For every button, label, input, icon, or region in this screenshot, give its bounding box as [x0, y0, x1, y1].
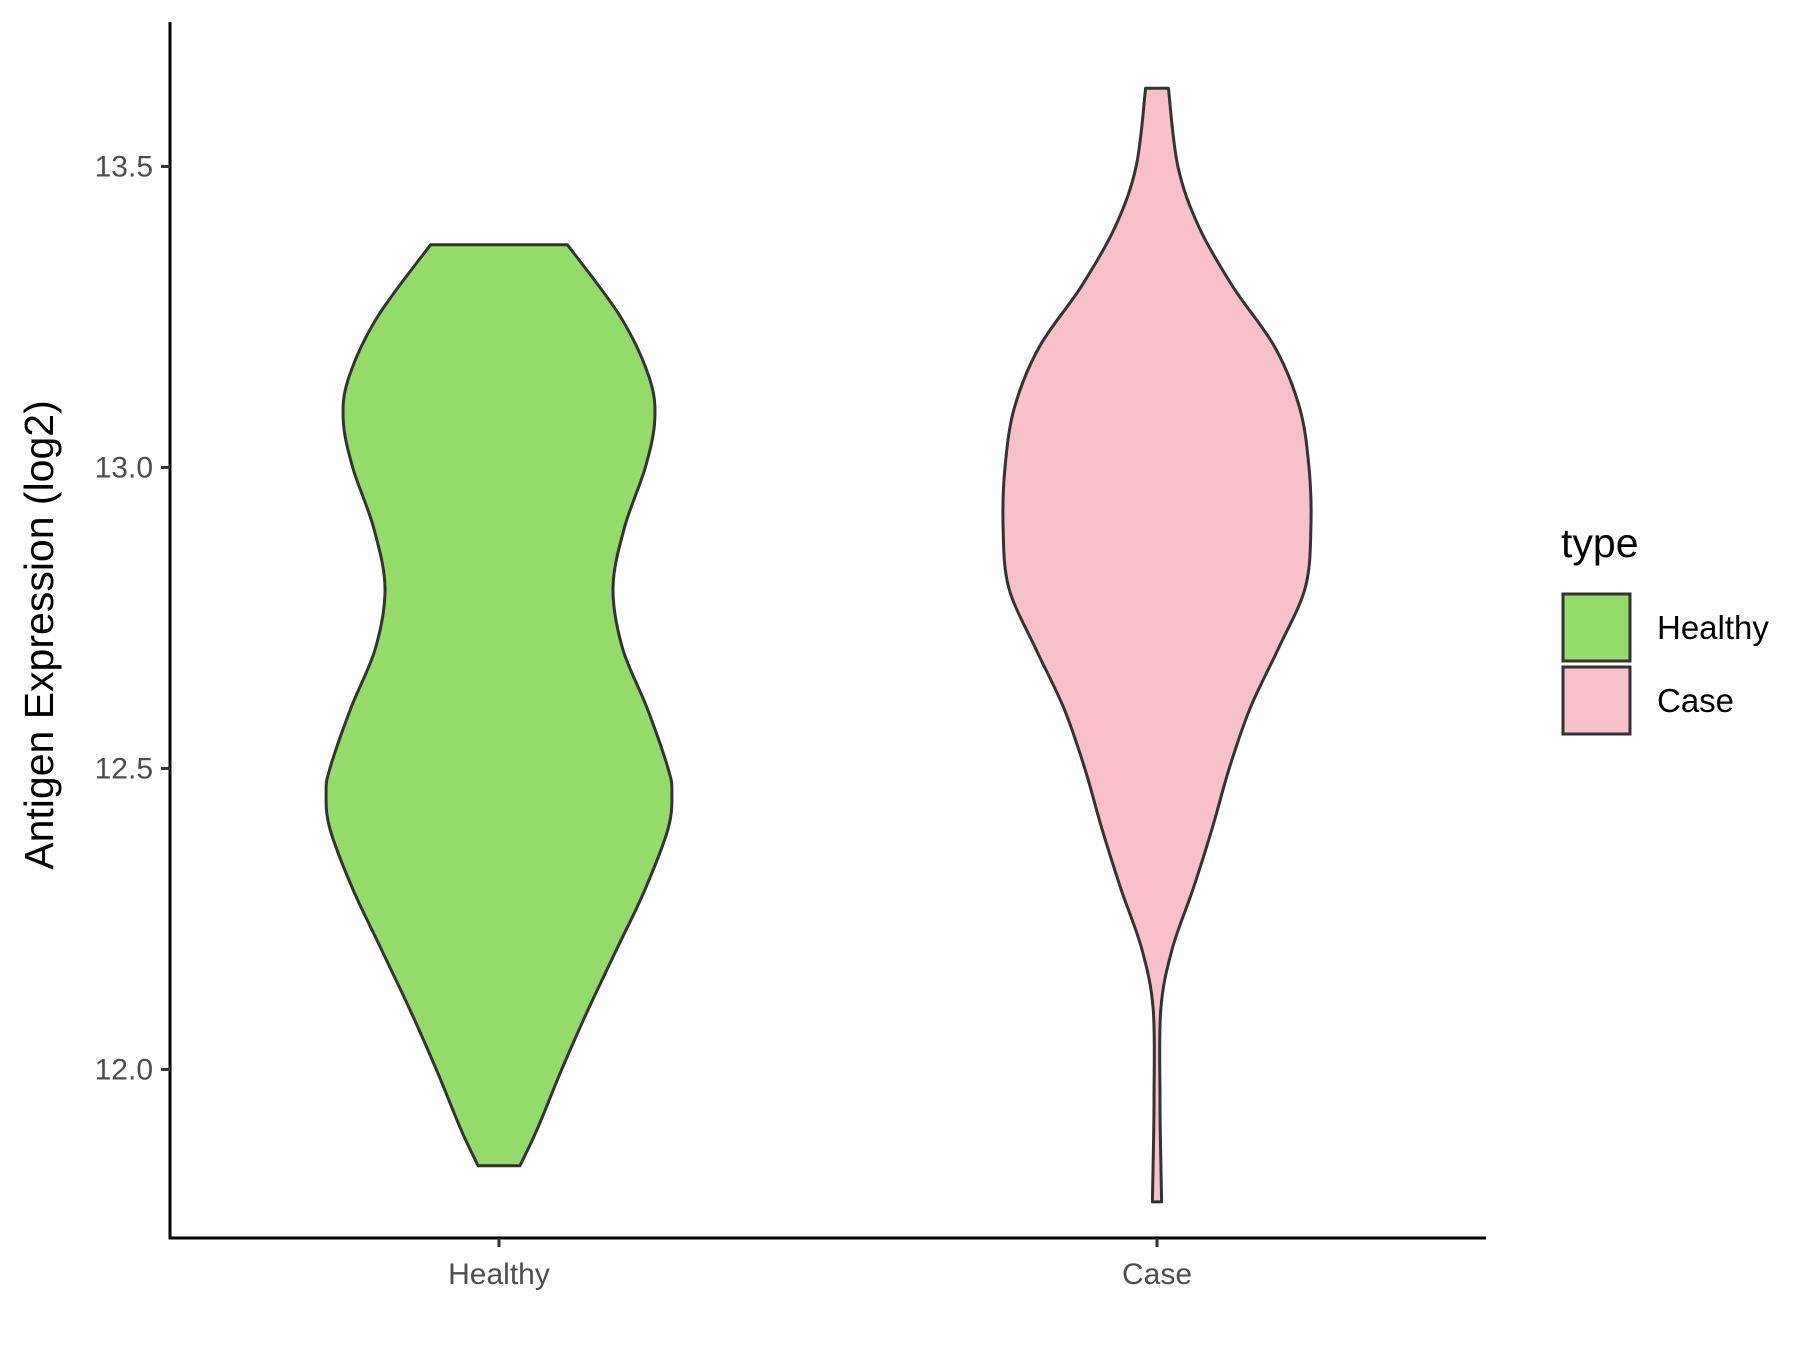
violin-group	[324, 86, 1313, 1204]
y-tick-label: 12.5	[95, 752, 153, 785]
x-ticks: Healthy Case	[448, 1238, 1192, 1291]
legend-title: type	[1561, 520, 1639, 566]
y-tick-label: 13.5	[95, 150, 153, 183]
violin-healthy	[324, 243, 674, 1168]
legend-items: Healthy Case	[1561, 592, 1769, 736]
x-tick-label: Case	[1122, 1258, 1192, 1291]
y-tick-label: 12.0	[95, 1053, 153, 1086]
legend: type Healthy Case	[1561, 520, 1769, 736]
legend-key-healthy	[1561, 592, 1632, 663]
violin-case	[1001, 86, 1313, 1204]
y-axis-title: Antigen Expression (log2)	[16, 400, 62, 869]
legend-label-case: Case	[1657, 682, 1734, 719]
axes	[168, 22, 1486, 1240]
legend-label-healthy: Healthy	[1657, 609, 1769, 646]
x-tick-label: Healthy	[448, 1258, 550, 1291]
y-ticks: 12.0 12.5 13.0 13.5	[95, 150, 170, 1086]
y-tick-label: 13.0	[95, 451, 153, 484]
legend-key-case	[1561, 665, 1632, 736]
